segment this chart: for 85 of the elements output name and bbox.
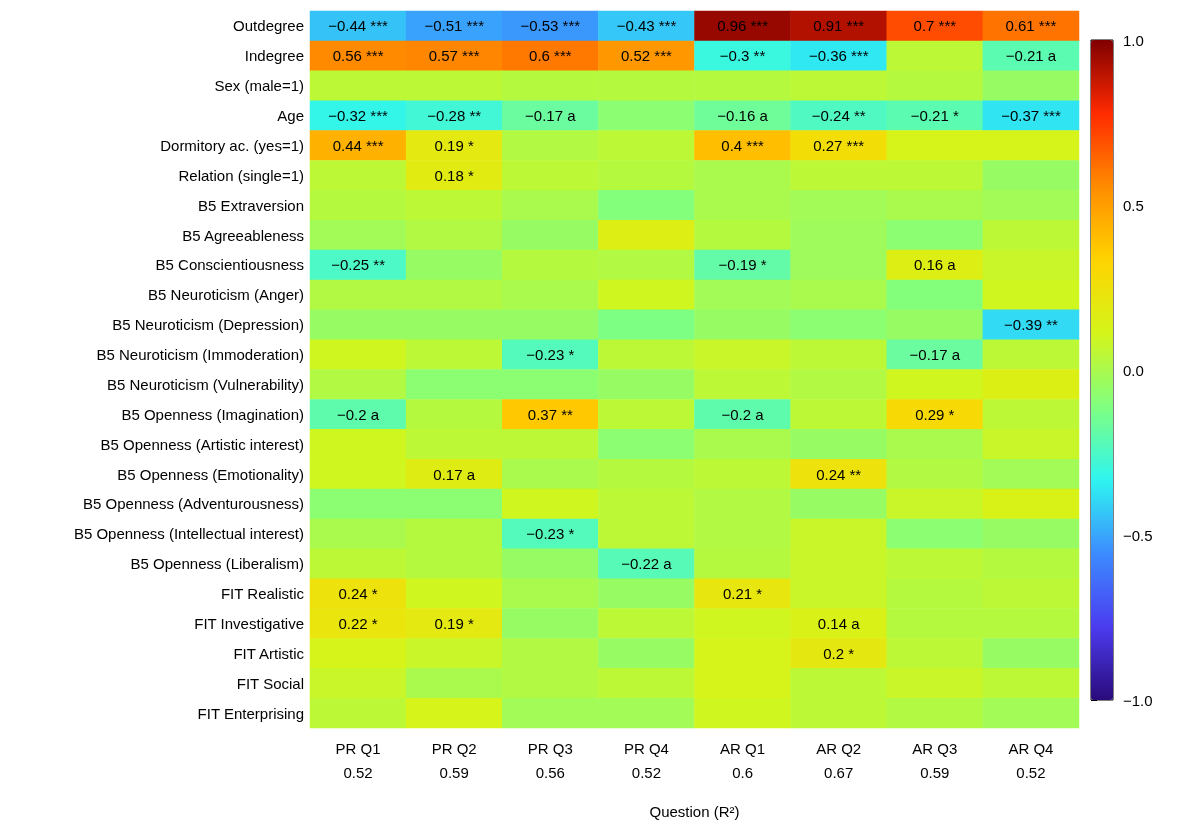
data-label: 0.57 *** xyxy=(428,47,480,65)
data-label: −0.17 a xyxy=(525,107,577,125)
data-label: −0.53 *** xyxy=(520,17,581,35)
data-label: 0.29 * xyxy=(915,405,955,423)
y-tick-label: Sex (male=1) xyxy=(214,77,304,95)
y-tick-label: B5 Neuroticism (Anger) xyxy=(148,286,304,304)
data-label: −0.39 ** xyxy=(1004,316,1058,334)
data-label: 0.6 *** xyxy=(529,47,572,65)
data-label: −0.24 ** xyxy=(811,107,866,125)
data-label: 0.18 * xyxy=(434,166,474,184)
y-tick-label: FIT Investigative xyxy=(194,614,304,632)
data-label: −0.43 *** xyxy=(616,17,677,35)
y-tick-label: B5 Conscientiousness xyxy=(155,256,304,274)
y-tick-label: Indegree xyxy=(244,47,304,65)
y-tick-label: Outdegree xyxy=(233,17,304,35)
y-tick-label: B5 Neuroticism (Depression) xyxy=(112,316,304,334)
data-label: −0.25 ** xyxy=(331,256,386,274)
data-label: −0.21 a xyxy=(1005,47,1057,65)
data-label: −0.16 a xyxy=(717,107,769,125)
x-tick-label: PR Q3 0.56 xyxy=(527,739,573,781)
data-label: −0.17 a xyxy=(909,346,961,364)
data-label: 0.52 *** xyxy=(621,47,673,65)
color-bar-label: −0.5 xyxy=(1123,526,1153,544)
y-tick-label: B5 Openness (Adventurousness) xyxy=(83,495,304,513)
y-tick-label: B5 Neuroticism (Vulnerability) xyxy=(106,375,304,393)
y-tick-label: FIT Enterprising xyxy=(197,704,304,722)
data-label: 0.4 *** xyxy=(721,136,764,154)
data-label: −0.22 a xyxy=(621,555,673,573)
data-label: 0.17 a xyxy=(433,465,476,483)
y-tick-label: B5 Openness (Artistic interest) xyxy=(100,435,304,453)
y-tick-label: Age xyxy=(277,107,304,125)
x-tick-label: AR Q1 0.6 xyxy=(720,739,766,781)
data-label: −0.44 *** xyxy=(328,17,389,35)
data-label: 0.21 * xyxy=(722,585,763,603)
data-label: −0.23 * xyxy=(526,346,575,364)
data-label: 0.22 * xyxy=(338,614,378,632)
data-label: −0.36 *** xyxy=(808,47,869,65)
color-bar-label: −1.0 xyxy=(1123,691,1153,709)
data-label: 0.24 ** xyxy=(816,465,862,483)
data-label: 0.37 ** xyxy=(527,405,573,423)
color-bar-label: 1.0 xyxy=(1123,31,1144,49)
data-label: 0.14 a xyxy=(817,614,861,632)
y-tick-label: FIT Artistic xyxy=(233,644,305,662)
data-label: 0.19 * xyxy=(434,136,474,154)
x-axis-title: Question (R²) xyxy=(649,803,740,820)
x-tick-label: AR Q2 0.67 xyxy=(816,739,862,781)
y-tick-label: B5 Openness (Liberalism) xyxy=(130,555,304,573)
y-tick-label: B5 Openness (Emotionality) xyxy=(117,465,304,483)
y-tick-label: Relation (single=1) xyxy=(178,166,304,184)
y-tick-label: FIT Social xyxy=(236,674,304,692)
data-label: −0.2 a xyxy=(721,405,765,423)
y-tick-label: B5 Extraversion xyxy=(198,196,304,214)
y-tick-label: B5 Openness (Intellectual interest) xyxy=(73,525,304,543)
data-label: −0.28 ** xyxy=(427,107,482,125)
data-label: 0.56 *** xyxy=(332,47,384,65)
data-label: −0.51 *** xyxy=(424,17,485,35)
y-tick-label: Dormitory ac. (yes=1) xyxy=(160,136,304,154)
data-label: −0.19 * xyxy=(718,256,767,274)
data-label: 0.91 *** xyxy=(813,17,865,35)
data-label: −0.37 *** xyxy=(1001,107,1061,125)
y-tick-label: FIT Realistic xyxy=(220,585,305,603)
y-tick-label: B5 Openness (Imagination) xyxy=(121,405,304,423)
data-label: 0.24 * xyxy=(338,585,378,603)
x-tick-label: PR Q4 0.52 xyxy=(623,739,669,781)
x-tick-label: AR Q4 0.52 xyxy=(1008,739,1054,781)
x-tick-label: PR Q1 0.52 xyxy=(335,739,381,781)
data-label: 0.2 * xyxy=(823,644,855,662)
data-label: 0.96 *** xyxy=(717,17,769,35)
x-tick-label: AR Q3 0.59 xyxy=(912,739,958,781)
data-label: −0.21 * xyxy=(910,107,959,125)
data-label: 0.19 * xyxy=(434,614,474,632)
data-label: −0.3 ** xyxy=(719,47,766,65)
x-tick-label: PR Q2 0.59 xyxy=(431,739,477,781)
y-tick-label: B5 Neuroticism (Immoderation) xyxy=(96,346,304,364)
data-label: 0.27 *** xyxy=(813,136,865,154)
data-label: −0.23 * xyxy=(526,525,575,543)
data-label: −0.2 a xyxy=(337,405,380,423)
color-bar-label: 0.0 xyxy=(1123,361,1144,379)
y-tick-label: B5 Agreeableness xyxy=(182,226,304,244)
data-label: 0.7 *** xyxy=(913,17,957,35)
data-label: 0.44 *** xyxy=(332,136,384,154)
color-bar-label: 0.5 xyxy=(1123,196,1144,214)
data-label: 0.61 *** xyxy=(1005,17,1057,35)
data-label: −0.32 *** xyxy=(328,107,389,125)
data-label: 0.16 a xyxy=(913,256,957,274)
